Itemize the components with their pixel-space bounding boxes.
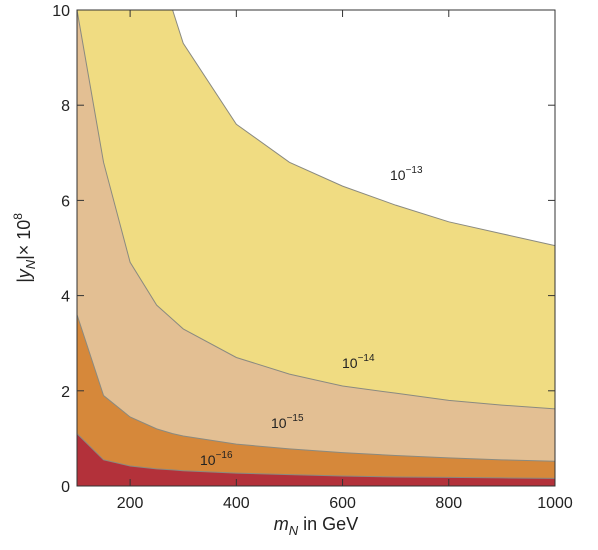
x-label-var: m	[274, 514, 289, 534]
label-exponent: −15	[287, 413, 304, 424]
areas	[76, 9, 556, 486]
contour-line	[76, 314, 556, 462]
x-label-rest: in GeV	[298, 514, 358, 534]
y-label-var: |y	[14, 268, 34, 283]
x-axis-label: mN in GeV	[274, 514, 358, 538]
y-tick-label: 8	[61, 98, 70, 115]
y-label-rest: |× 10	[14, 220, 34, 260]
x-tick-label: 400	[223, 495, 250, 512]
region	[77, 433, 555, 486]
contour-label: 10−16	[200, 450, 233, 468]
region	[77, 10, 555, 486]
y-tick-label: 2	[61, 384, 70, 401]
contour-label: 10−14	[342, 353, 375, 371]
label-exponent: −13	[406, 165, 423, 176]
contour-line	[172, 9, 556, 247]
label-base: 10	[342, 355, 358, 371]
contour-line	[76, 9, 556, 410]
contour-label: 10−13	[390, 165, 423, 183]
plot-frame	[76, 9, 556, 487]
y-label-exp: 8	[11, 213, 25, 220]
y-tick-label: 10	[52, 3, 70, 20]
contour-line	[76, 433, 556, 479]
region	[77, 314, 555, 486]
x-tick-label: 200	[117, 495, 144, 512]
label-exponent: −16	[216, 450, 233, 461]
label-exponent: −14	[358, 353, 375, 364]
y-tick-label: 4	[61, 289, 70, 306]
label-base: 10	[390, 167, 406, 183]
x-tick-label: 600	[329, 495, 356, 512]
y-tick-label: 0	[61, 479, 70, 496]
y-tick-label: 6	[61, 193, 70, 210]
contour-label: 10−15	[271, 413, 304, 431]
x-tick-label: 800	[435, 495, 462, 512]
label-base: 10	[200, 452, 216, 468]
x-tick-label: 1000	[537, 495, 573, 512]
y-axis-label: |yN|× 108	[11, 213, 38, 283]
y-label-sub: N	[23, 259, 38, 269]
x-label-sub: N	[289, 523, 299, 538]
label-base: 10	[271, 415, 287, 431]
